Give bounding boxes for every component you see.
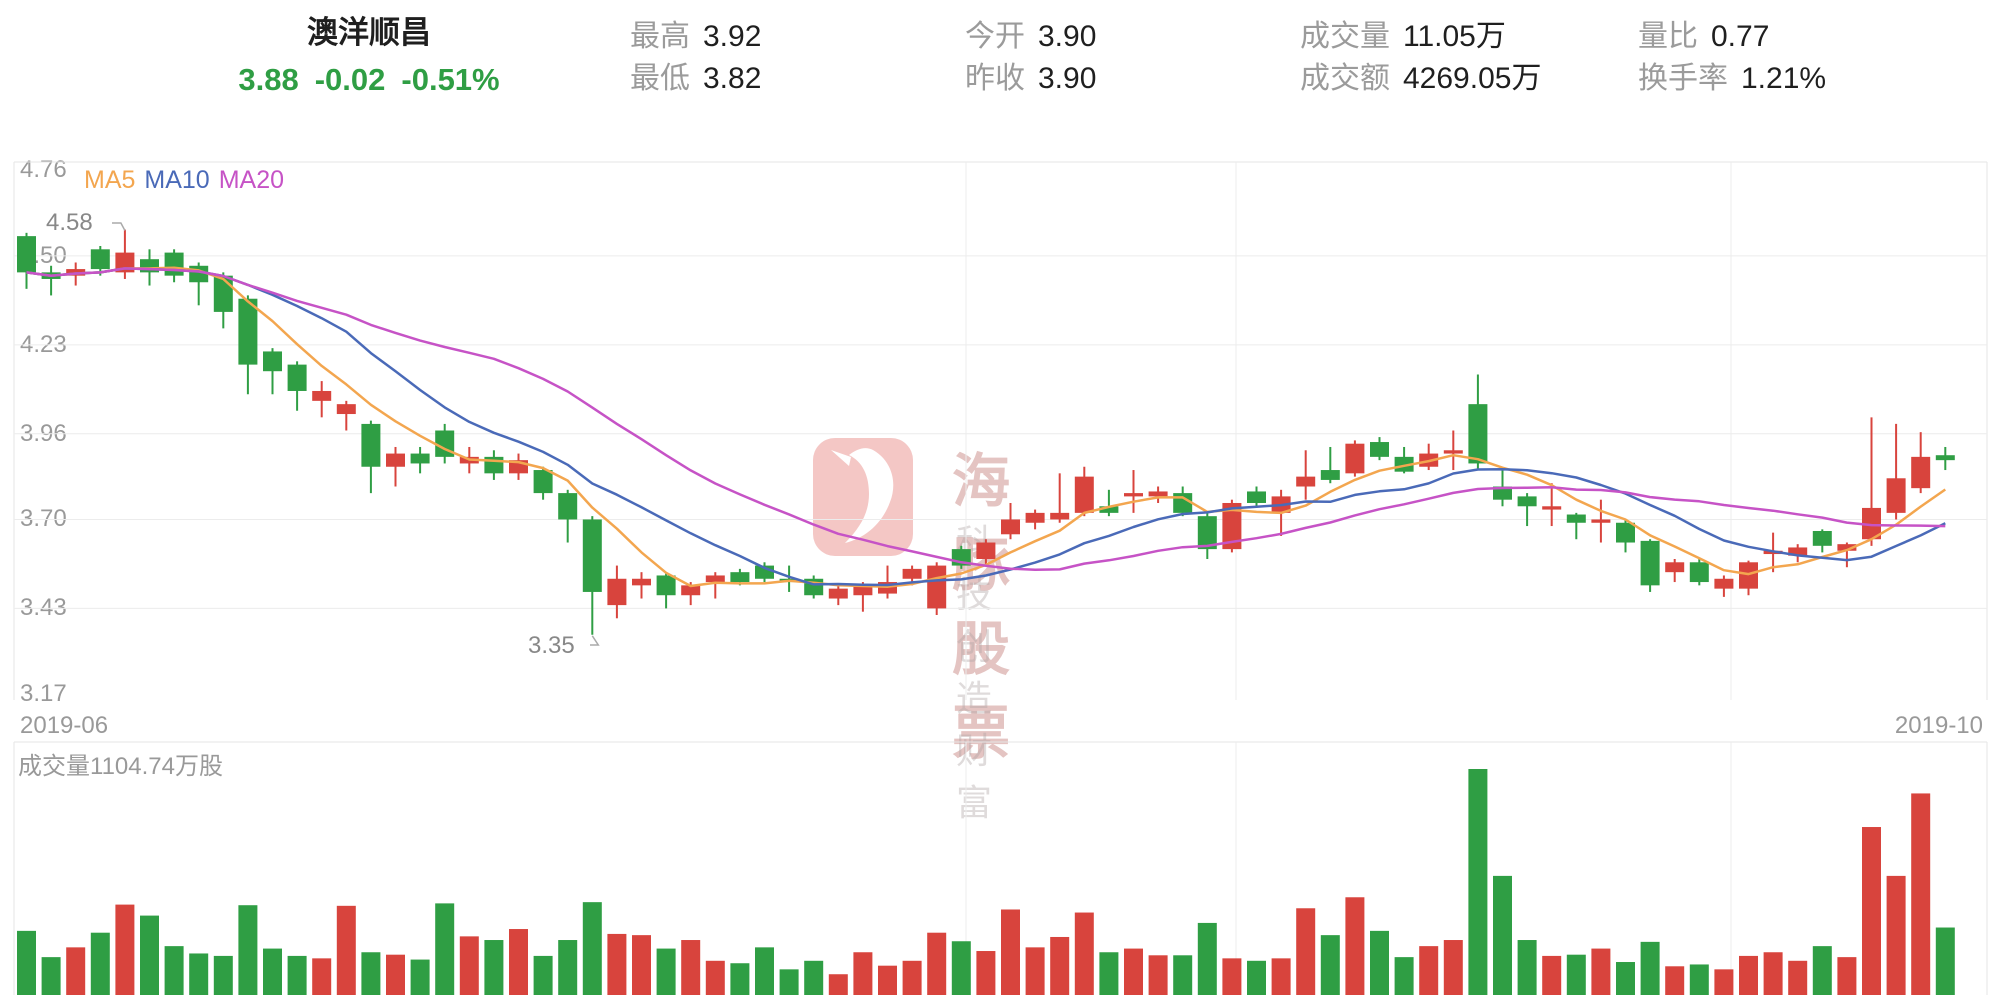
stat-value: 4269.05万 — [1403, 62, 1542, 95]
stat-value: 3.92 — [703, 20, 762, 53]
stat-volume-ratio: 量比 0.77 — [1638, 16, 1826, 58]
ma5-legend-label: MA5 — [84, 166, 136, 194]
stat-col-3: 成交量 11.05万 成交额 4269.05万 — [1300, 16, 1541, 100]
title-block: 澳洋顺昌 3.88 -0.02 -0.51% — [208, 14, 530, 98]
stat-prev-close: 昨收 3.90 — [965, 58, 1096, 100]
volume-panel-label: 成交量1104.74万股 — [18, 753, 223, 780]
stat-high: 最高 3.92 — [630, 16, 761, 58]
stat-label: 最低 — [630, 62, 690, 95]
stat-value: 3.90 — [1038, 62, 1097, 95]
stat-value: 1.21% — [1741, 62, 1827, 95]
stat-volume: 成交量 11.05万 — [1300, 16, 1541, 58]
x-axis-label-start: 2019-06 — [20, 712, 109, 739]
stat-low: 最低 3.82 — [630, 58, 761, 100]
price-row: 3.88 -0.02 -0.51% — [208, 62, 530, 98]
current-price: 3.88 — [238, 62, 299, 97]
stat-turnover-rate: 换手率 1.21% — [1638, 58, 1826, 100]
annotation-high-price: 4.58 — [46, 209, 93, 236]
annotation-low-price: 3.35 — [528, 632, 575, 659]
y-axis-tick: 3.96 — [20, 419, 67, 447]
stat-value: 11.05万 — [1403, 20, 1506, 53]
stat-label: 最高 — [630, 20, 690, 53]
stat-label: 成交额 — [1300, 62, 1390, 95]
y-axis-tick: 3.70 — [20, 505, 67, 533]
price-change: -0.02 — [314, 62, 386, 97]
stat-value: 0.77 — [1711, 20, 1770, 53]
stat-turnover-amount: 成交额 4269.05万 — [1300, 58, 1541, 100]
stat-label: 成交量 — [1300, 20, 1390, 53]
ma10-legend-label: MA10 — [144, 166, 210, 194]
y-axis-tick: 4.76 — [20, 156, 67, 184]
ma20-legend-label: MA20 — [218, 166, 285, 194]
stat-col-2: 今开 3.90 昨收 3.90 — [965, 16, 1096, 100]
dolphin-logo-icon — [813, 438, 913, 556]
ma-legend: MA5 MA10 MA20 — [84, 166, 284, 195]
stat-label: 换手率 — [1638, 62, 1728, 95]
stat-col-4: 量比 0.77 换手率 1.21% — [1638, 16, 1826, 100]
watermark-brand-text: 海豚股票 — [952, 449, 1020, 766]
y-axis-tick: 3.43 — [20, 594, 67, 622]
price-change-pct: -0.51% — [401, 62, 500, 97]
y-axis-tick: 4.23 — [20, 330, 67, 358]
stock-name: 澳洋顺昌 — [307, 15, 431, 50]
stat-label: 今开 — [965, 20, 1025, 53]
stat-col-1: 最高 3.92 最低 3.82 — [630, 16, 761, 100]
stat-value: 3.90 — [1038, 20, 1097, 53]
stat-open: 今开 3.90 — [965, 16, 1096, 58]
stat-value: 3.82 — [703, 62, 762, 95]
y-axis-tick: 3.17 — [20, 680, 67, 708]
stat-label: 量比 — [1638, 20, 1698, 53]
x-axis-label-end: 2019-10 — [1894, 712, 1983, 739]
stat-label: 昨收 — [965, 62, 1025, 95]
